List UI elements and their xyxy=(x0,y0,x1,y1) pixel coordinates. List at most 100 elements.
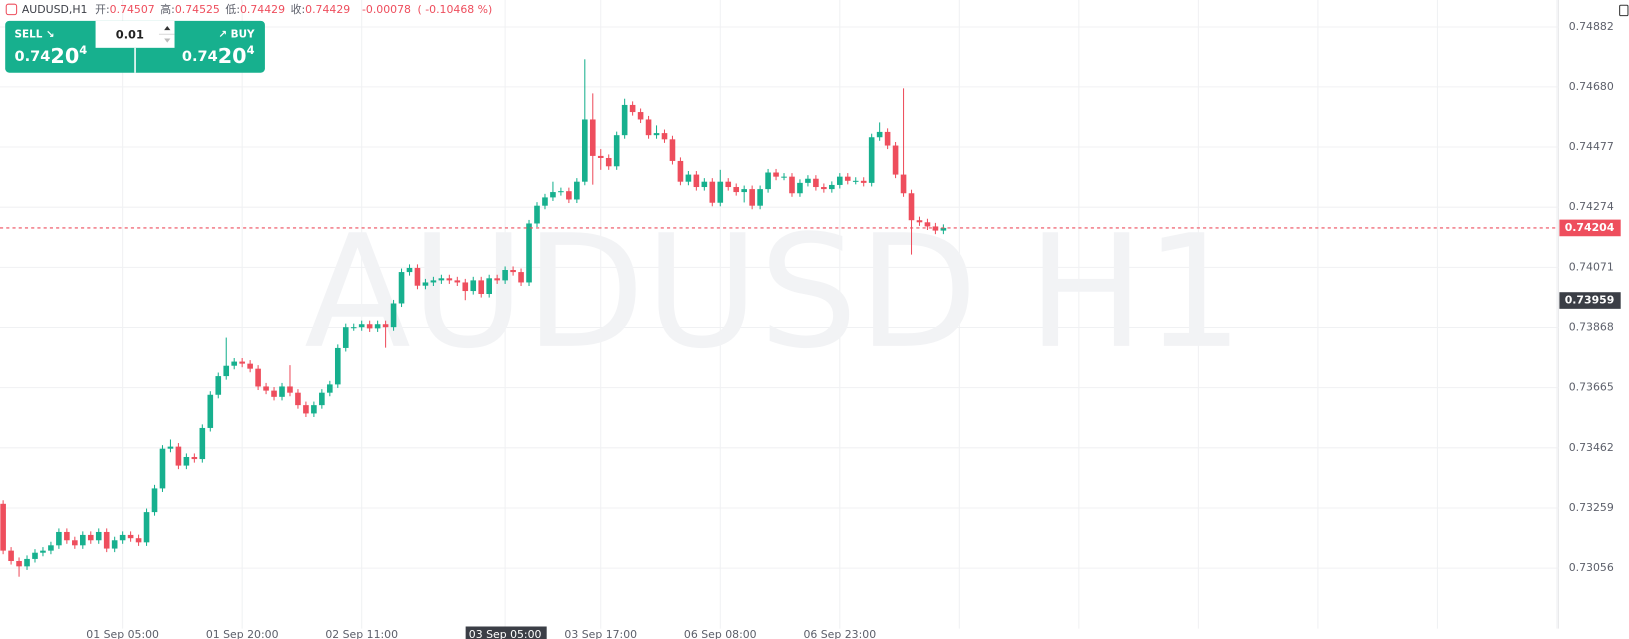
candle-body xyxy=(494,278,500,281)
y-tick-label: 0.73056 xyxy=(1569,561,1614,574)
volume-up[interactable] xyxy=(164,26,171,31)
candle-body xyxy=(303,405,309,414)
candle-body xyxy=(231,361,238,366)
candle-body xyxy=(454,280,461,283)
candle-body xyxy=(159,448,166,489)
candle-body xyxy=(661,133,668,140)
buy-label[interactable]: ↗ BUY xyxy=(218,28,255,40)
candle-body xyxy=(414,267,421,286)
candle-body xyxy=(701,181,708,188)
price-tail: 4 xyxy=(247,42,255,56)
candle-body xyxy=(709,181,716,203)
candle-body xyxy=(725,181,732,188)
candle-body xyxy=(358,324,365,328)
candle-body xyxy=(398,272,405,304)
ohlc-header: AUDUSD,H1 开:0.74507 高:0.74525 低:0.74429 … xyxy=(22,2,492,16)
y-tick-label: 0.74680 xyxy=(1569,80,1614,93)
x-tick-label: 01 Sep 05:00 xyxy=(86,628,159,639)
candle-body xyxy=(574,181,580,200)
candle-body xyxy=(797,182,803,194)
candle-body xyxy=(111,540,118,549)
candle-body xyxy=(191,456,198,460)
candle-body xyxy=(597,155,604,158)
candle-body xyxy=(319,392,325,406)
candle-body xyxy=(32,552,38,559)
x-tick-label: 03 Sep 05:00 xyxy=(469,628,542,639)
buy-button[interactable]: ↗ BUY 0.74204 xyxy=(182,28,255,68)
candle-body xyxy=(621,104,628,136)
volume[interactable]: 0.01 xyxy=(116,27,144,41)
candle-body xyxy=(48,545,54,551)
sell-price[interactable]: 0.74204 xyxy=(15,42,88,68)
candle-body xyxy=(151,488,158,513)
trade-panel: SELL ↘ 0.74204 0.01 ↗ BUY 0.74204 xyxy=(5,20,265,73)
volume-down[interactable] xyxy=(164,38,171,43)
buy-price[interactable]: 0.74204 xyxy=(182,42,255,68)
candle-body xyxy=(613,135,620,167)
candle-body xyxy=(295,392,301,406)
sell-button[interactable]: SELL ↘ 0.74204 xyxy=(15,28,88,68)
candle-body xyxy=(223,365,230,377)
candle-body xyxy=(199,427,206,460)
x-label-highlight xyxy=(465,626,547,639)
candle-body xyxy=(749,189,755,206)
candle-body xyxy=(741,189,747,193)
candle-body xyxy=(207,394,214,428)
candle-body xyxy=(438,278,445,281)
candle-body xyxy=(446,278,453,281)
candle-body xyxy=(279,386,285,397)
label: 低: xyxy=(225,3,240,16)
candle-body xyxy=(119,534,126,541)
value: 0.74429 xyxy=(240,3,285,16)
candle-body xyxy=(868,137,875,183)
candle-body xyxy=(510,270,516,273)
candle-body xyxy=(550,192,556,198)
sell-label[interactable]: SELL ↘ xyxy=(15,28,55,40)
candle-body xyxy=(327,384,333,393)
symbol-icon[interactable] xyxy=(5,3,18,16)
candle-body xyxy=(87,534,94,541)
candle-body xyxy=(247,363,253,369)
change-pct: ( -0.10468 %) xyxy=(418,3,493,16)
candle-body xyxy=(239,361,245,364)
candle-body xyxy=(844,176,851,181)
watermark: AUDUSD H1 xyxy=(304,201,1243,383)
current-price-tag xyxy=(1559,219,1621,237)
y-tick-label: 0.73259 xyxy=(1569,501,1614,514)
value: 0.74507 xyxy=(110,3,155,16)
candle-body xyxy=(733,187,740,193)
candle-body xyxy=(255,368,261,387)
candle-body xyxy=(653,133,660,136)
candle-body xyxy=(103,531,110,549)
candle-body xyxy=(526,223,532,283)
symbol: AUDUSD,H1 xyxy=(22,3,88,16)
candle-body xyxy=(637,112,644,120)
candle-body xyxy=(478,280,485,295)
candle-body xyxy=(72,540,78,546)
price-head: 0.74 xyxy=(182,49,218,65)
candle-body xyxy=(558,191,564,193)
settings-icon[interactable] xyxy=(1619,4,1629,17)
candle-body xyxy=(542,197,548,206)
cursor-price-tag xyxy=(1559,292,1621,309)
candle-body xyxy=(836,176,843,185)
y-tick-label: 0.73462 xyxy=(1569,441,1614,454)
candle-body xyxy=(805,178,811,183)
x-tick-label: 01 Sep 20:00 xyxy=(206,628,279,639)
candle-body xyxy=(271,390,277,397)
candle-body xyxy=(462,282,469,292)
current-price-label: 0.74204 xyxy=(1565,221,1615,234)
candle-body xyxy=(518,272,524,283)
candle-body xyxy=(605,157,612,167)
candle-body xyxy=(366,324,373,329)
candle-body xyxy=(263,386,269,391)
candle-body xyxy=(829,184,835,190)
candle-body xyxy=(860,180,867,183)
candle-body xyxy=(916,220,923,223)
price-tail: 4 xyxy=(79,42,87,56)
label: 开: xyxy=(95,3,110,16)
y-tick-label: 0.74071 xyxy=(1569,260,1614,273)
candle-body xyxy=(40,550,46,553)
